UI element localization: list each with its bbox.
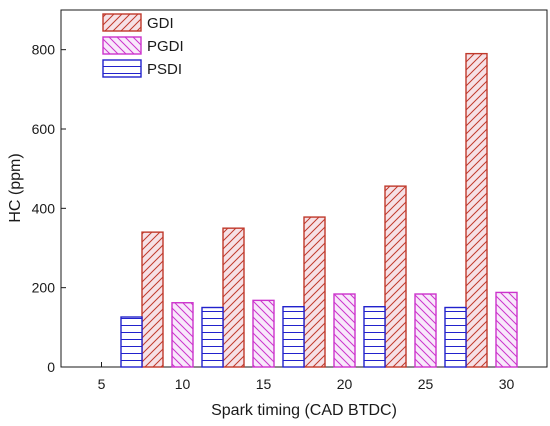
bar-psdi-15 — [282, 306, 305, 368]
bar-group — [120, 52, 518, 368]
legend-label-pgdi: PGDI — [147, 38, 184, 55]
legend-label-gdi: GDI — [147, 15, 174, 32]
bar-pgdi-20 — [333, 293, 356, 368]
y-axis: 0 200 400 600 800 — [32, 42, 66, 375]
y-tick-label: 200 — [32, 280, 56, 296]
bar-pgdi-10 — [171, 302, 194, 368]
x-tick-label: 10 — [175, 376, 191, 392]
bar-gdi-20 — [303, 216, 326, 368]
bar-pgdi-30 — [495, 291, 518, 368]
x-tick-label: 15 — [256, 376, 272, 392]
x-axis-label: Spark timing (CAD BTDC) — [211, 402, 397, 419]
bar-gdi-30 — [465, 52, 488, 368]
y-tick-label: 0 — [47, 359, 55, 375]
legend-swatch-gdi — [102, 13, 142, 32]
y-tick-label: 800 — [32, 42, 56, 58]
x-tick-label: 5 — [98, 376, 106, 392]
bar-gdi-10 — [141, 231, 164, 368]
y-tick-label: 600 — [32, 121, 56, 137]
bar-gdi-15 — [222, 227, 245, 368]
legend: GDI PGDI PSDI — [102, 13, 184, 78]
bar-pgdi-25 — [414, 293, 437, 368]
legend-label-psdi: PSDI — [147, 61, 182, 78]
y-tick-label: 400 — [32, 200, 56, 216]
x-tick-label: 20 — [337, 376, 353, 392]
x-tick-label: 30 — [499, 376, 515, 392]
y-axis-label: HC (ppm) — [7, 153, 24, 222]
bar-psdi-10 — [201, 306, 224, 368]
bar-psdi-25 — [444, 306, 467, 368]
legend-swatch-psdi — [102, 59, 142, 78]
bar-gdi-25 — [384, 185, 407, 368]
legend-swatch-pgdi — [102, 36, 142, 55]
bar-psdi-20 — [363, 306, 386, 368]
x-tick-label: 25 — [418, 376, 434, 392]
bar-psdi-5 — [120, 316, 143, 368]
bar-pgdi-15 — [252, 299, 275, 368]
